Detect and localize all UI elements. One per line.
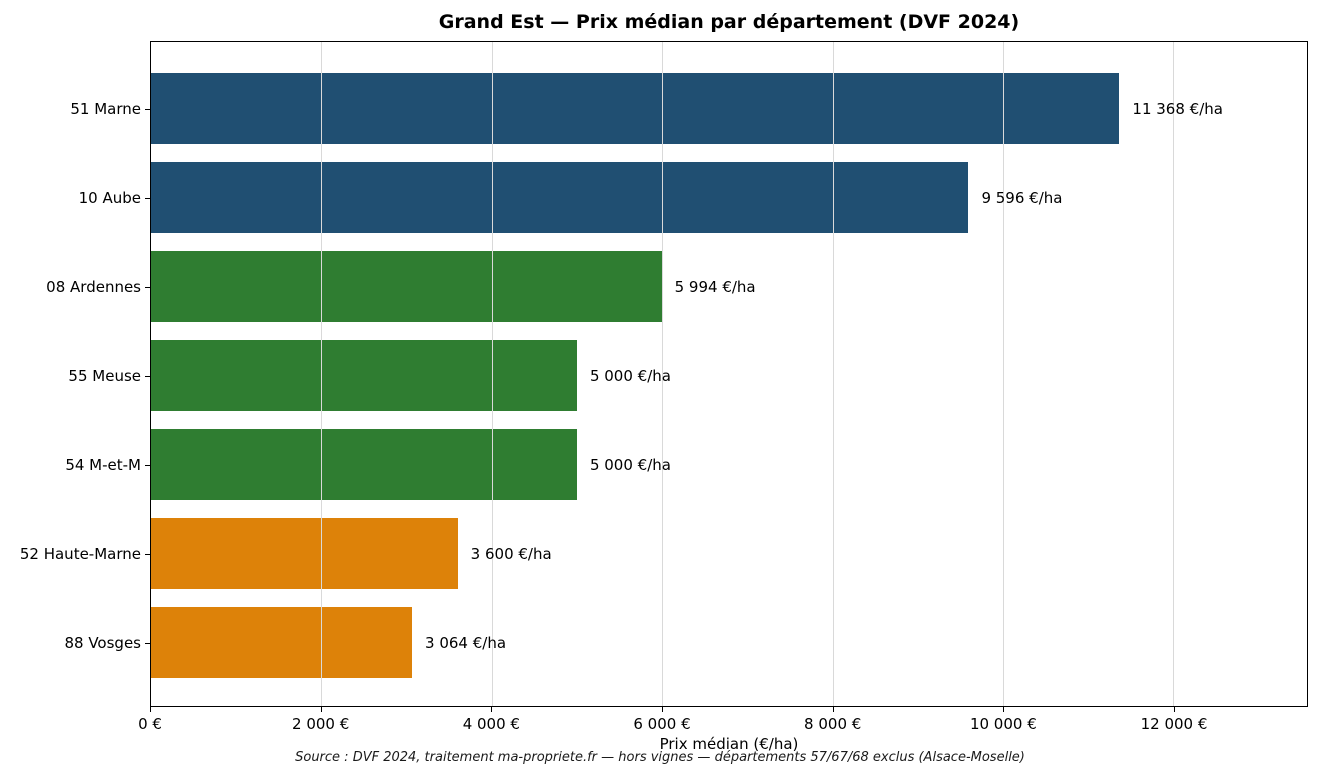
bar-value-label: 5 000 €/ha [589,455,671,474]
y-tick-label: 51 Marne [70,99,141,118]
x-tick-mark [150,707,151,712]
y-tick-mark [145,375,150,377]
y-tick-label: 08 Ardennes [46,277,141,296]
x-tick-mark [832,707,834,712]
x-tick-mark [1003,707,1005,712]
x-tick-label: 12 000 € [1140,715,1208,733]
x-axis: 0 € 2 000 € 4 000 € 6 000 € 8 000 € 10 000 € 1… [138,707,1308,741]
gridline [321,42,323,706]
y-tick-mark [145,197,150,199]
x-tick-mark [491,707,493,712]
bar [151,162,969,233]
y-tick-mark [145,553,150,555]
chart-title: Grand Est — Prix médian par département … [438,11,1020,33]
gridline [1173,42,1175,706]
x-tick-label: 0 € [138,715,162,733]
y-tick-label: 55 Meuse [68,366,141,385]
x-tick-label: 2 000 € [292,715,350,733]
bar-row: 5 000 €/ha 54 M-et-M [65,420,1307,509]
y-tick-mark [145,108,150,110]
y-tick-label: 88 Vosges [64,633,141,652]
bar [151,73,1120,144]
gridline [832,42,834,706]
x-tick-label: 10 000 € [969,715,1037,733]
y-tick-mark [145,286,150,288]
gridline [491,42,493,706]
plot-area: 11 368 €/ha 51 Marne 9 596 €/ha 10 Aube 5 99… [20,41,1308,707]
x-tick-label: 8 000 € [804,715,862,733]
y-tick-label: 52 Haute-Marne [19,544,141,563]
bar-row: 5 994 €/ha 08 Ardennes [46,242,1307,331]
bar-value-label: 3 600 €/ha [470,544,552,563]
bar [151,518,458,589]
bar [151,251,662,322]
x-tick-mark [662,707,663,712]
bar-row: 3 600 €/ha 52 Haute-Marne [20,509,1307,598]
y-tick-mark [145,464,150,466]
source-note: Source : DVF 2024, traitement ma-proprie… [295,750,1025,765]
gridline [1002,42,1004,706]
bar [151,340,577,411]
bar-value-label: 3 064 €/ha [425,633,507,652]
gridline [662,42,664,706]
bar-value-label: 11 368 €/ha [1132,99,1223,118]
x-axis-label: Prix médian (€/ha) [659,735,799,753]
bar-row: 9 596 €/ha 10 Aube [79,153,1307,242]
bar-row: 3 064 €/ha 88 Vosges [64,598,1307,687]
bar-row: 5 000 €/ha 55 Meuse [68,331,1307,420]
bar-row: 11 368 €/ha 51 Marne [70,64,1307,153]
bar [151,429,577,500]
bar-value-label: 5 994 €/ha [674,277,756,296]
bar-value-label: 9 596 €/ha [981,188,1063,207]
y-tick-label: 10 Aube [78,188,141,207]
x-tick-mark [1174,707,1176,712]
bar [151,607,413,678]
x-tick-label: 6 000 € [633,715,691,733]
x-tick-mark [320,707,322,712]
y-tick-mark [145,642,150,644]
x-tick-label: 4 000 € [462,715,520,733]
bar-value-label: 5 000 €/ha [589,366,671,385]
y-tick-label: 54 M-et-M [65,455,141,474]
